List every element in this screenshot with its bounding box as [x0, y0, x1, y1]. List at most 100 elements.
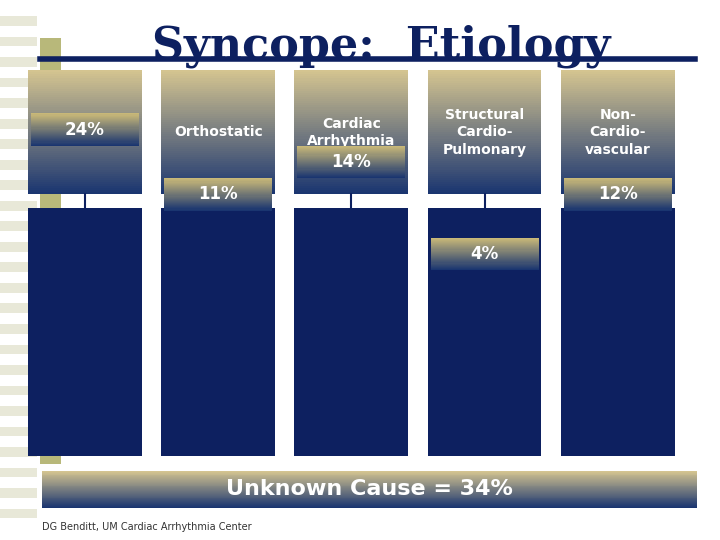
Bar [161, 107, 275, 110]
Bar [161, 103, 275, 105]
Bar [428, 99, 541, 102]
Bar [428, 116, 541, 118]
Bar [561, 124, 675, 126]
Bar [164, 181, 272, 183]
Bar [561, 147, 675, 149]
Bar [0, 78, 37, 87]
Text: Neurally-
Mediated: Neurally- Mediated [48, 117, 122, 148]
Bar [31, 121, 139, 122]
Bar [28, 112, 142, 114]
Bar [428, 132, 541, 134]
Bar [161, 163, 275, 165]
Bar [161, 161, 275, 163]
Bar [294, 182, 408, 184]
Bar [161, 184, 275, 186]
Bar [0, 221, 37, 231]
Bar [42, 471, 697, 472]
Bar [294, 126, 408, 128]
Bar [161, 91, 275, 93]
Bar [294, 130, 408, 132]
Bar [42, 475, 697, 476]
Bar [31, 125, 139, 126]
Bar [28, 184, 142, 186]
Bar [561, 91, 675, 93]
Bar [428, 165, 541, 167]
Bar [28, 180, 142, 182]
Bar [161, 157, 275, 159]
Bar [31, 132, 139, 133]
Bar [28, 76, 142, 78]
Bar [428, 174, 541, 176]
Bar [161, 151, 275, 153]
Bar [28, 97, 142, 99]
Bar [297, 176, 405, 177]
Bar [161, 143, 275, 145]
Bar [561, 128, 675, 130]
Bar [161, 85, 275, 87]
Bar [561, 103, 675, 105]
Bar [164, 191, 272, 192]
Bar [161, 176, 275, 178]
Bar [294, 103, 408, 105]
Bar [294, 149, 408, 151]
Bar [42, 507, 697, 508]
Bar [564, 206, 672, 207]
Bar [297, 156, 405, 157]
Bar [431, 269, 539, 270]
Bar [294, 155, 408, 157]
Bar [0, 283, 37, 293]
Bar [42, 482, 697, 483]
Bar [428, 180, 541, 182]
Bar [42, 487, 697, 488]
Bar [294, 151, 408, 153]
Bar [431, 249, 539, 251]
Bar [28, 174, 142, 176]
Bar [428, 157, 541, 159]
Bar [431, 238, 539, 239]
Bar [561, 182, 675, 184]
Bar [297, 170, 405, 171]
Bar [164, 187, 272, 188]
Bar [564, 204, 672, 205]
Bar [294, 143, 408, 145]
Bar [428, 95, 541, 97]
Bar [561, 112, 675, 114]
Bar [161, 153, 275, 155]
Bar [431, 256, 539, 257]
Bar [31, 135, 139, 136]
Bar [161, 192, 275, 194]
Bar [28, 149, 142, 151]
Bar [28, 116, 142, 118]
Bar [561, 113, 675, 116]
Bar [161, 78, 275, 80]
Bar [161, 128, 275, 130]
Bar [28, 208, 142, 456]
Bar [28, 190, 142, 192]
Bar [428, 190, 541, 192]
Bar [161, 190, 275, 192]
Bar [164, 194, 272, 195]
Bar [428, 80, 541, 83]
Bar [31, 118, 139, 119]
Bar [561, 72, 675, 75]
Bar [428, 134, 541, 137]
Bar [564, 186, 672, 187]
Bar [31, 139, 139, 140]
Bar [161, 118, 275, 120]
Bar [294, 95, 408, 97]
Bar [28, 70, 142, 72]
Bar [564, 195, 672, 197]
Bar [428, 161, 541, 163]
Bar [294, 78, 408, 80]
Bar [0, 16, 37, 26]
Bar [161, 137, 275, 138]
Bar [431, 240, 539, 241]
Bar [561, 149, 675, 151]
Bar [297, 158, 405, 159]
Bar [161, 105, 275, 107]
Bar [164, 195, 272, 197]
Bar [28, 192, 142, 194]
Bar [294, 107, 408, 110]
Bar [31, 131, 139, 132]
Bar [431, 264, 539, 265]
